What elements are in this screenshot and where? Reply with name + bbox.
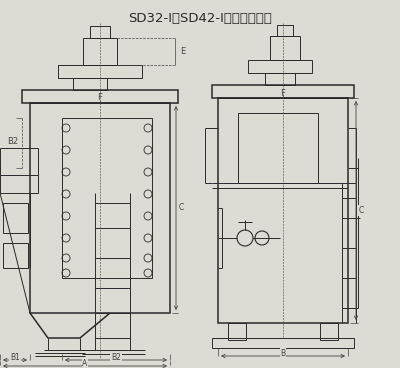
Text: C: C [178,204,184,212]
Text: F: F [98,93,102,103]
Bar [90,26,110,38]
Bar [265,73,295,85]
Text: B: B [280,348,286,357]
Bar [3,203,28,233]
Bar [3,243,28,268]
Text: E: E [180,47,185,57]
Bar [83,38,117,65]
Bar [30,103,170,313]
Bar [0,175,38,193]
Bar [22,90,178,103]
Bar [228,323,246,340]
Bar [73,78,107,90]
Bar [58,65,142,78]
Bar [212,85,354,98]
Bar [212,338,354,348]
Text: F: F [280,88,286,98]
Bar [248,60,312,73]
Text: B2: B2 [7,138,18,146]
Bar [238,113,318,183]
Text: A: A [82,358,88,368]
Text: B2: B2 [111,353,121,361]
Bar [320,323,338,340]
Text: SD32-Ⅰ、SD42-Ⅰ收尘器结构图: SD32-Ⅰ、SD42-Ⅰ收尘器结构图 [128,12,272,25]
Bar [277,25,293,36]
Text: B1: B1 [10,353,20,361]
Bar [270,36,300,60]
Text: C: C [358,206,364,215]
Bar [62,118,152,278]
Bar [218,98,348,323]
